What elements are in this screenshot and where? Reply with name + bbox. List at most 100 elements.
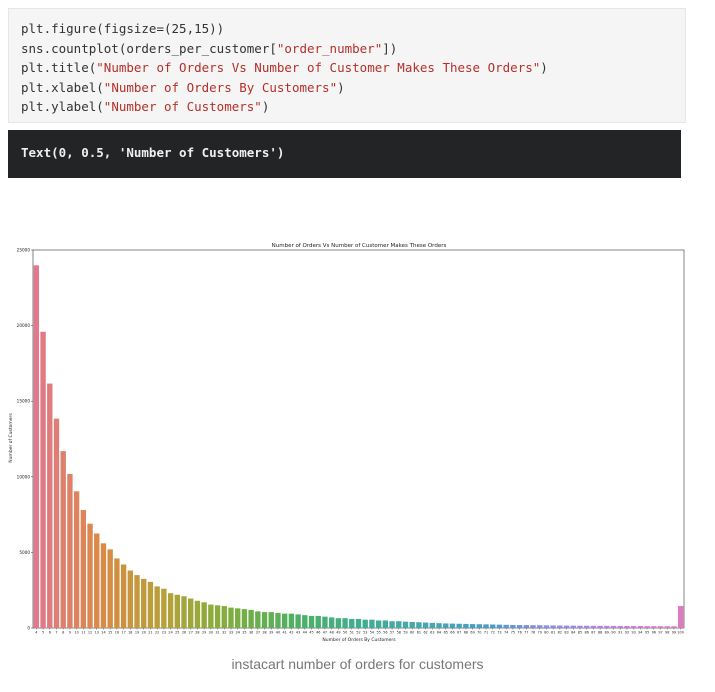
x-tick-label: 86 [585, 631, 589, 635]
x-axis-label: Number of Orders By Customers [322, 637, 396, 643]
x-tick-label: 95 [645, 631, 649, 635]
bar-24 [167, 593, 174, 628]
bar-59 [402, 621, 409, 628]
bar-54 [369, 619, 375, 628]
bar-43 [295, 614, 301, 628]
x-tick-label: 43 [296, 631, 300, 635]
x-tick-label: 7 [55, 631, 57, 635]
bar-78 [530, 625, 536, 628]
bar-48 [328, 617, 335, 628]
x-tick-label: 62 [423, 631, 427, 635]
bar-71 [483, 624, 489, 628]
x-tick-label: 84 [571, 631, 575, 635]
bar-12 [87, 523, 93, 628]
x-tick-label: 38 [262, 631, 266, 635]
bar-97 [657, 626, 664, 628]
bar-40 [275, 612, 281, 628]
x-tick-label: 42 [289, 631, 293, 635]
bar-32 [221, 606, 227, 628]
x-tick-label: 48 [329, 631, 333, 635]
bar-60 [409, 621, 415, 628]
bar-69 [469, 624, 476, 628]
bar-53 [362, 619, 368, 628]
x-tick-label: 28 [195, 631, 199, 635]
x-tick-label: 60 [410, 631, 414, 635]
x-tick-label: 77 [524, 631, 528, 635]
x-tick-label: 11 [81, 631, 85, 635]
bar-11 [80, 510, 87, 628]
x-tick-label: 51 [350, 631, 354, 635]
x-tick-label: 8 [62, 631, 64, 635]
bar-58 [396, 621, 402, 628]
x-tick-label: 79 [538, 631, 542, 635]
x-tick-label: 58 [397, 631, 401, 635]
bar-22 [154, 586, 160, 628]
code-cell[interactable]: plt.figure(figsize=(25,15)) sns.countplo… [8, 8, 686, 123]
bar-15 [107, 549, 113, 628]
output-cell: Text(0, 0.5, 'Number of Customers') [8, 130, 681, 178]
bar-50 [342, 618, 348, 628]
x-tick-label: 5 [42, 631, 44, 635]
code-line-2: sns.countplot(orders_per_customer["order… [21, 40, 398, 56]
bar-66 [449, 623, 456, 628]
x-tick-label: 6 [49, 631, 51, 635]
x-tick-label: 46 [316, 631, 320, 635]
x-tick-label: 99 [672, 631, 676, 635]
bar-80 [543, 625, 550, 628]
x-tick-label: 69 [470, 631, 474, 635]
bar-8 [60, 451, 66, 628]
y-axis-label: Number of Customers [8, 413, 14, 463]
x-tick-label: 57 [390, 631, 394, 635]
x-tick-label: 89 [605, 631, 609, 635]
figure-caption: instacart number of orders for customers [231, 656, 484, 672]
bar-4 [33, 265, 40, 628]
bar-28 [194, 600, 201, 628]
x-tick-label: 31 [215, 631, 219, 635]
y-tick-label: 5000 [19, 550, 30, 555]
x-tick-label: 88 [598, 631, 602, 635]
bar-82 [557, 625, 563, 628]
bar-30 [208, 604, 214, 628]
bar-16 [114, 558, 120, 628]
bar-44 [302, 615, 308, 628]
bar-83 [563, 625, 570, 628]
x-tick-label: 72 [491, 631, 495, 635]
bar-98 [664, 626, 670, 628]
y-tick-label: 15000 [17, 399, 31, 404]
x-tick-label: 70 [477, 631, 481, 635]
bar-62 [422, 622, 429, 628]
bar-95 [644, 626, 650, 628]
x-tick-label: 17 [121, 631, 125, 635]
bar-27 [188, 598, 194, 628]
bar-51 [349, 618, 355, 628]
x-tick-label: 25 [175, 631, 179, 635]
x-tick-label: 52 [356, 631, 360, 635]
x-tick-label: 27 [189, 631, 193, 635]
chart-title: Number of Orders Vs Number of Customer M… [272, 243, 447, 249]
bar-26 [181, 596, 187, 628]
bar-36 [248, 609, 254, 628]
bar-96 [651, 626, 657, 628]
bar-72 [490, 624, 496, 628]
x-tick-label: 93 [632, 631, 636, 635]
bar-7 [53, 418, 60, 628]
bar-6 [47, 383, 53, 628]
x-tick-label: 55 [376, 631, 380, 635]
bar-39 [268, 612, 274, 628]
bar-13 [94, 533, 100, 628]
x-tick-label: 4 [35, 631, 37, 635]
x-tick-label: 76 [517, 631, 521, 635]
x-tick-label: 59 [403, 631, 407, 635]
x-tick-label: 82 [558, 631, 562, 635]
bar-33 [228, 607, 234, 628]
bar-20 [141, 578, 147, 628]
code-line-1: plt.figure(figsize=(25,15)) [21, 21, 225, 36]
code-line-4: plt.xlabel("Number of Orders By Customer… [21, 79, 345, 95]
x-tick-label: 71 [484, 631, 488, 635]
x-tick-label: 90 [611, 631, 615, 635]
bar-84 [570, 625, 576, 628]
x-tick-label: 100 [677, 631, 683, 635]
x-tick-label: 91 [618, 631, 622, 635]
bar-46 [315, 615, 321, 628]
